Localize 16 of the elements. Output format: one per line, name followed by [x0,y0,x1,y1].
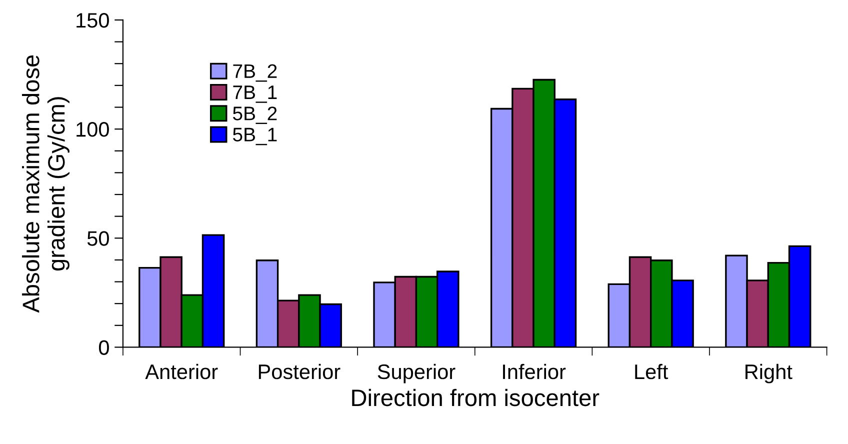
x-tick-label: Anterior [145,364,218,380]
x-tick-label: Right [746,364,792,384]
y-tick-label: 0 [98,340,109,355]
legend-label: 5B_1 [233,128,277,146]
x-tick-label: Inferior [503,364,566,380]
y-tick-label: 50 [87,231,109,246]
legend-label: 7B_2 [233,64,277,82]
x-tick-label: Left [635,364,668,380]
legend-label: 5B_2 [233,106,277,124]
x-tick-label: Superior [378,364,456,384]
x-tick-label: Posterior [258,364,340,380]
x-axis-title: Direction from isocenter [352,388,600,406]
y-tick-label: 150 [76,12,109,28]
y-axis-title: Absolute maximum dose gradient (Gy/cm) [22,55,70,313]
y-tick-label: 100 [76,122,109,137]
legend-label: 7B_1 [233,86,277,103]
